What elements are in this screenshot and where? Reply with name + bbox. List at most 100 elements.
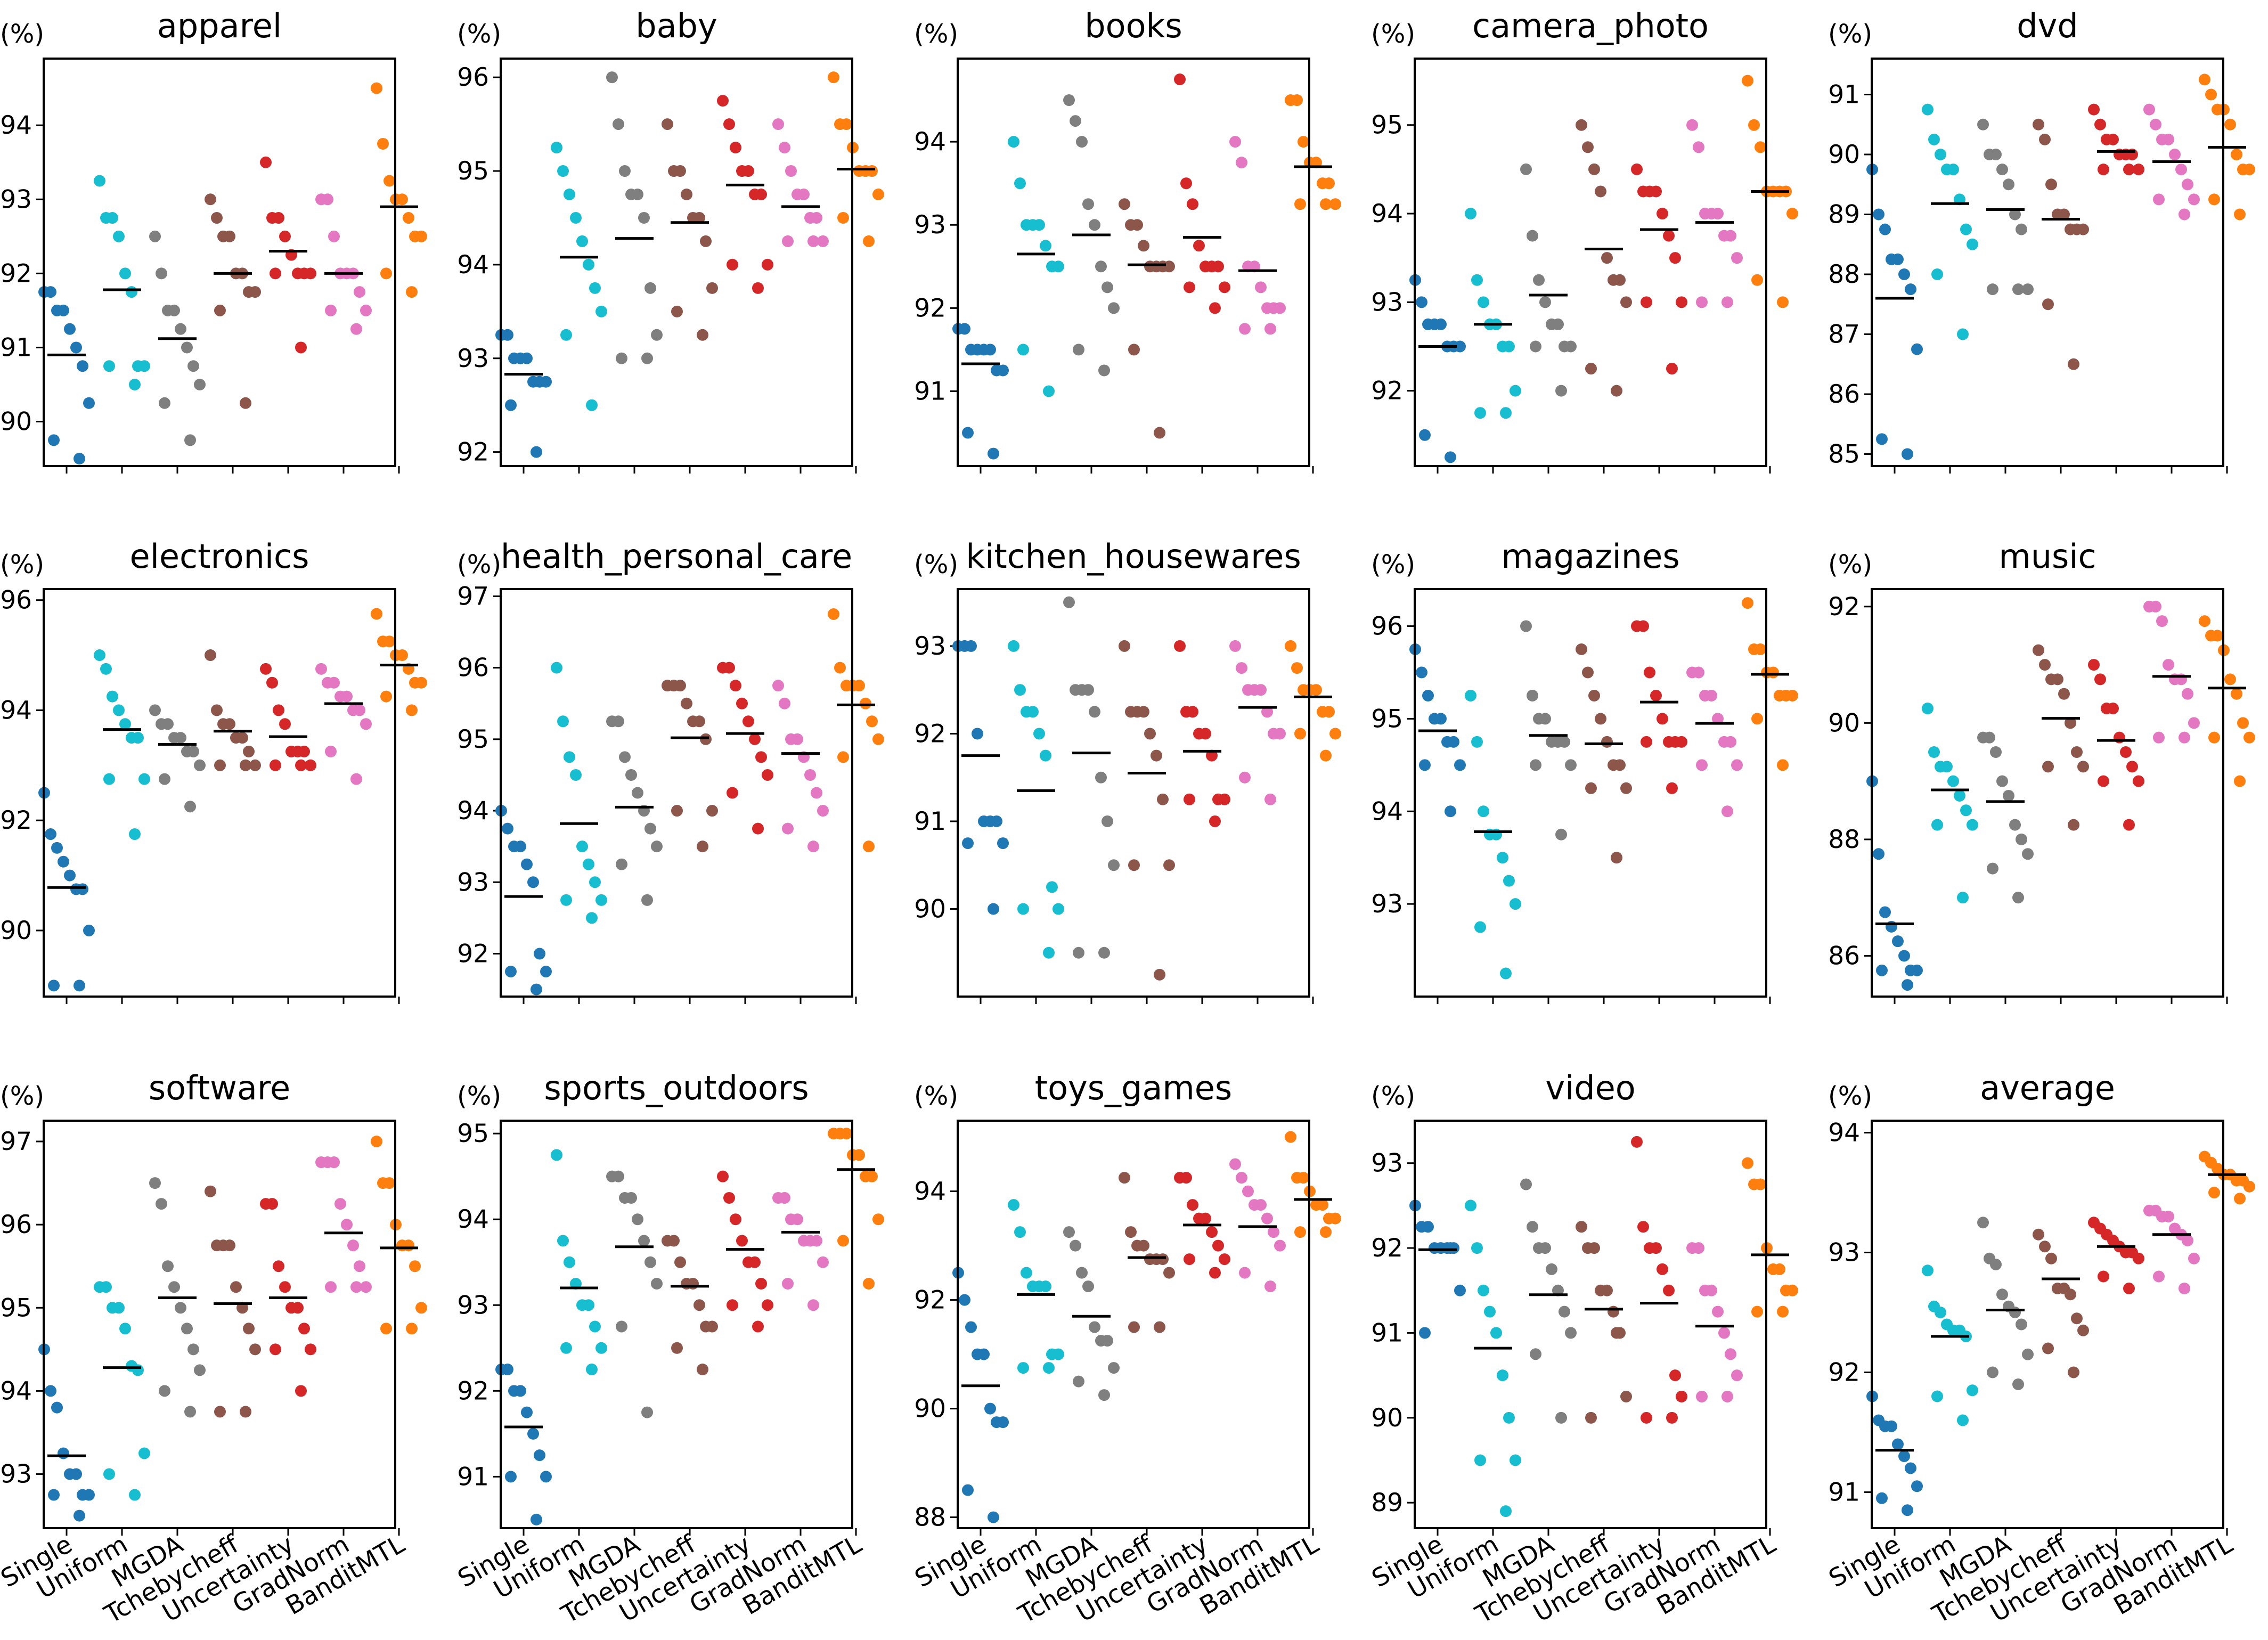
data-point (1046, 881, 1058, 893)
data-point (1663, 1284, 1675, 1296)
data-point (315, 663, 327, 675)
data-point (129, 828, 141, 841)
y-tick-label: 94 (1371, 797, 1403, 826)
data-point (505, 399, 517, 411)
data-point (531, 983, 542, 996)
data-point (132, 732, 144, 744)
y-tick-label: 88 (1828, 260, 1860, 289)
data-point (804, 769, 816, 781)
data-point (1471, 736, 1483, 748)
data-point (651, 1278, 663, 1290)
data-point (527, 1427, 539, 1440)
data-point (743, 165, 754, 177)
plot-frame (1414, 1120, 1767, 1529)
data-point (325, 1281, 337, 1293)
data-point (1082, 684, 1094, 696)
data-point (298, 745, 310, 757)
plot-frame (1414, 588, 1767, 998)
data-point (1209, 815, 1221, 827)
data-point (1967, 238, 1978, 250)
data-point (159, 1385, 170, 1397)
data-point (586, 912, 598, 924)
data-point (2003, 178, 2014, 191)
data-point (792, 733, 803, 745)
data-point (1298, 136, 1309, 148)
data-point (1928, 746, 1940, 758)
data-point (1601, 1284, 1613, 1296)
data-point (1500, 1505, 1512, 1517)
data-point (113, 704, 125, 716)
data-point (1255, 281, 1267, 293)
data-point (1931, 1390, 1943, 1402)
data-point (2071, 746, 2083, 758)
data-point (1611, 1327, 1622, 1339)
data-point (717, 95, 729, 107)
data-point (1898, 1450, 1910, 1462)
data-point (1990, 746, 2002, 758)
data-point (706, 1320, 718, 1333)
data-point (45, 286, 56, 298)
data-point (1180, 177, 1192, 190)
data-point (1239, 771, 1251, 784)
y-unit-label: (%) (457, 1081, 501, 1111)
data-point (1774, 1263, 1785, 1275)
data-point (755, 189, 767, 200)
y-tick-label: 94 (914, 127, 946, 157)
data-point (2039, 659, 2051, 671)
data-point (107, 690, 118, 703)
data-point (1138, 240, 1149, 252)
y-unit-label: (%) (0, 550, 44, 580)
data-point (616, 1320, 627, 1333)
data-point (249, 286, 261, 298)
data-point (51, 842, 63, 854)
data-point (380, 690, 392, 703)
data-point (531, 1513, 542, 1525)
data-point (872, 1213, 884, 1226)
data-point (270, 1343, 281, 1356)
data-point (1614, 274, 1626, 286)
data-point (2016, 833, 2027, 845)
data-point (83, 397, 95, 409)
data-point (1180, 1172, 1192, 1184)
data-point (1053, 1348, 1064, 1360)
data-point (2077, 1324, 2089, 1336)
data-point (681, 697, 692, 709)
data-point (606, 71, 618, 84)
data-point (860, 697, 871, 709)
data-point (807, 1299, 819, 1311)
data-point (156, 1198, 167, 1210)
data-point (1043, 1362, 1055, 1374)
data-point (1657, 1263, 1668, 1275)
data-point (129, 1489, 141, 1501)
y-tick-label: 93 (914, 210, 946, 240)
data-point (997, 1416, 1009, 1429)
data-point (1742, 1157, 1753, 1169)
data-point (1565, 340, 1577, 353)
data-point (1445, 805, 1456, 818)
data-point (1229, 640, 1241, 652)
data-point (1070, 115, 1081, 127)
data-point (978, 1348, 990, 1360)
data-point (534, 948, 545, 960)
y-unit-label: (%) (1371, 19, 1415, 49)
data-point (184, 1406, 196, 1418)
data-point (1187, 198, 1198, 210)
data-point (644, 1256, 656, 1268)
data-point (1187, 1199, 1198, 1211)
data-point (2042, 298, 2054, 311)
data-point (1585, 1411, 1597, 1424)
data-point (1676, 1390, 1687, 1402)
y-tick-label: 94 (1828, 1119, 1860, 1148)
data-point (83, 924, 95, 936)
data-point (406, 1323, 418, 1335)
data-point (273, 1260, 284, 1272)
data-point (638, 1235, 650, 1247)
data-point (305, 267, 316, 280)
data-point (2009, 208, 2021, 221)
data-point (1095, 771, 1107, 784)
data-point (1960, 223, 1972, 235)
data-point (214, 759, 226, 771)
data-point (1947, 164, 1959, 176)
data-point (181, 341, 193, 354)
